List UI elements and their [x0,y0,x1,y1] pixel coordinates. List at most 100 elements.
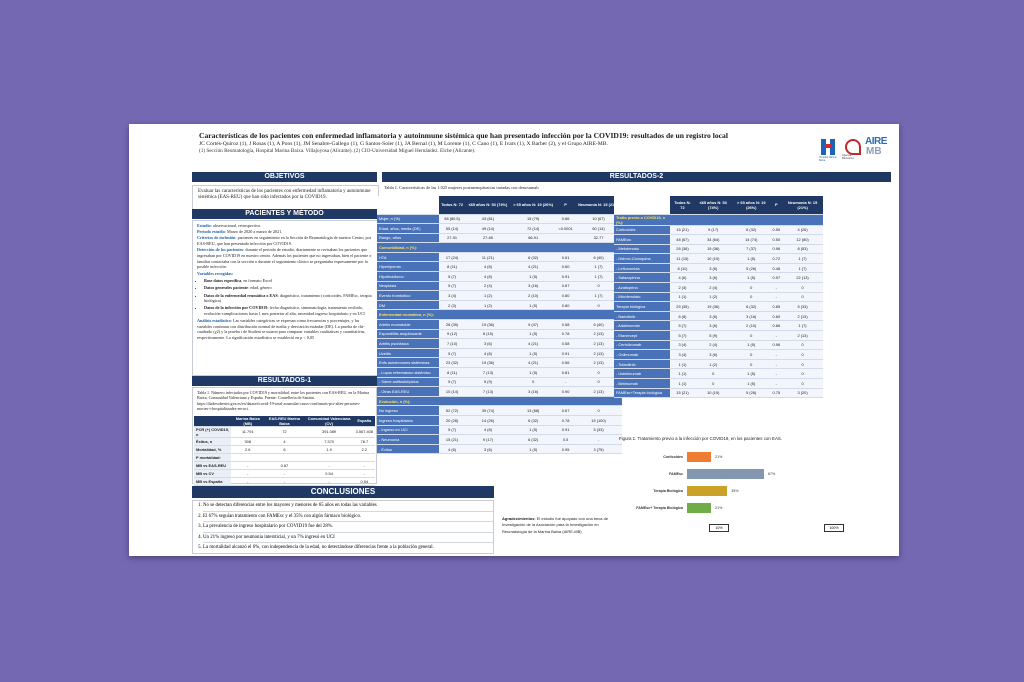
aire-mb-logo: AIRE MB [865,136,887,157]
table-cell: 6 (32) [510,252,557,263]
bar-category-label: FAMEsc [669,472,683,476]
row-label: Uveítis [377,348,439,359]
table-row: - Adalimumab 5 (7) 3 (6) 2 (10) 0.86 1 (7) [614,320,823,332]
table-cell: 0 [782,359,823,370]
table-cell: 0 [782,368,823,379]
bar-value-label: 21% [715,455,723,459]
hospital-logo: Hospital Marina Baixa [819,137,837,162]
table-cell: 66-91 [510,233,557,244]
list-item: Datos generales paciente: edad, género [204,285,374,291]
table-cell: 20 (28) [438,415,466,426]
table-row: - Ingreso en UCI 5 (7) 4 (8) 1 (5) 0.91 5 (33… [377,425,622,436]
table-cell: 0 [782,282,823,293]
resultados1-caption: Tabla 1. Número infectados por COVID19 y… [197,390,370,412]
table-cell [438,242,466,253]
table-cell [556,242,576,253]
conclusiones-box: No se detectan diferencias entre los may… [192,500,494,554]
table-row: P mortalidad: [194,453,375,462]
table-cell: 0 [732,282,771,293]
list-item: La mortalidad alcanzó el 6%, con indepen… [203,543,493,553]
table-cell: 0.81 [556,367,576,378]
table-row: - Belimumab 1 (1) 0 1 (5) -0 [614,378,823,389]
table-cell: 1 (7) [782,263,823,274]
table-cell: 2 (4) [694,282,732,293]
table-cell: 1 (2) [694,292,732,303]
table-cell: 5 (26) [732,263,771,274]
table-cell: 4 (21) [510,338,557,349]
row-label: - Etanercept [614,330,671,341]
table-row: - Hidroxi-Cloroquina 11 (15) 10 (19) 1 (5) 0… [614,253,823,264]
table-cell: 0.85 [770,301,783,312]
table-cell [465,309,511,321]
bar-category-label: FAMEsc+ Terapia Biológica [636,506,683,510]
row-label: FAMEcs: [614,234,671,245]
row-label: No ingreso [377,405,439,416]
table-row: Edad, años, media (DE) 55 (14) 49 (14) 72 (… [377,223,622,234]
table-row: - Neumonía 15 (21) 9 (17) 6 (32) 0.5- [377,434,622,445]
row-label: Ingreso hospitalario [377,415,439,426]
table-cell: 6 (32) [732,301,771,312]
list-item: Un 21% ingresó por neumonía intersticial… [203,533,493,544]
table-row: PCR (+) COVID19, n 11.791 72 391.089 3.567.4… [194,426,375,438]
table-cell: 4 (8) [465,348,511,359]
poster: Características de los pacientes con enf… [129,124,899,556]
row-label: - Éxitus [377,444,439,455]
section-label: Enfermedad reumática, n (%): [377,309,439,321]
agradecimientos: Agradecimientos: El estudio fue apoyado … [502,516,609,534]
bar [687,486,728,496]
table-cell: - [770,378,783,389]
table-cell: 0.56 [556,357,576,368]
table-section-row: Enfermedad reumática, n (%): [377,309,622,321]
row-label: - Belimumab [614,378,671,389]
table-row: Espondilitis anquilosante 9 (12) 8 (15) 1 (… [377,329,622,340]
table-cell [575,309,622,321]
table-row: Hipotiroidismo 5 (7) 4 (8) 1 (5) 0.91 1 (7) [377,271,622,282]
table-cell: 48 (67) [670,234,695,245]
row-label: Mujer, n (%) [377,214,439,225]
table-cell: 34 (64) [694,234,732,245]
table-cell: 5 (7) [438,271,466,282]
table-cell: 49 (14) [465,223,511,234]
table-cell: 5 (7) [670,330,695,341]
table-cell: 2 (4) [465,281,511,292]
table-cell: 1 (5) [510,444,557,455]
table-cell: 0.48 [770,263,783,274]
table-cell: 32-77 [575,233,622,244]
pacientes-box: Estudio: observacional, retrospectivo. P… [192,220,379,376]
table-cell: 2 (3) [438,300,466,311]
table-cell: 1 (5) [510,329,557,340]
table-cell: 12 (80) [782,234,823,245]
table-cell: 5 (7) [670,320,695,332]
table-row: HTA 17 (24) 11 (21) 6 (32) 0.61 6 (40) [377,252,622,263]
table-cell: 27-65 [465,233,511,244]
table-cell: 0 [575,281,622,292]
table-cell: 0 [782,378,823,389]
table-cell: 1 (5) [732,378,771,389]
table-cell: 2 (13) [575,357,622,368]
table-cell: 5 (9) [465,377,511,388]
table-cell: 0.75 [770,388,783,399]
table-cell [782,214,823,226]
table-cell: 15 (79) [510,214,557,225]
table-cell: 3 (4) [670,340,695,351]
table-cell: 15 (21) [670,225,695,236]
table-cell [510,242,557,253]
table-cell: 0 [575,377,622,388]
table-cell: 0.69 [770,311,783,322]
table-cell: 2 (10) [510,290,557,301]
row-label: Enfs autoinmunes sistémicas [377,357,439,368]
table-cell: 0.67 [556,281,576,292]
table-cell: 2 (13) [575,386,622,397]
row-label: - Azatioprina [614,282,671,293]
table-cell: 3 (6) [694,349,732,360]
table-cell: 7 (10) [438,338,466,349]
table-cell: - [770,330,783,341]
table-cell: 0.80 [556,300,576,311]
table-cell: - [770,349,783,360]
variables-label: Variables recogidas: [197,270,234,276]
authors: JC Cortés-Quiroz (1), J Rosas (1), A Pon… [199,141,608,147]
table-cell: 9 (47) [510,319,557,330]
table-cell: 19 (36) [465,319,511,330]
table-cell: 1 (7) [575,261,622,273]
table-row: Éxitus, n 308 4 7.370 78.7 [194,437,375,446]
